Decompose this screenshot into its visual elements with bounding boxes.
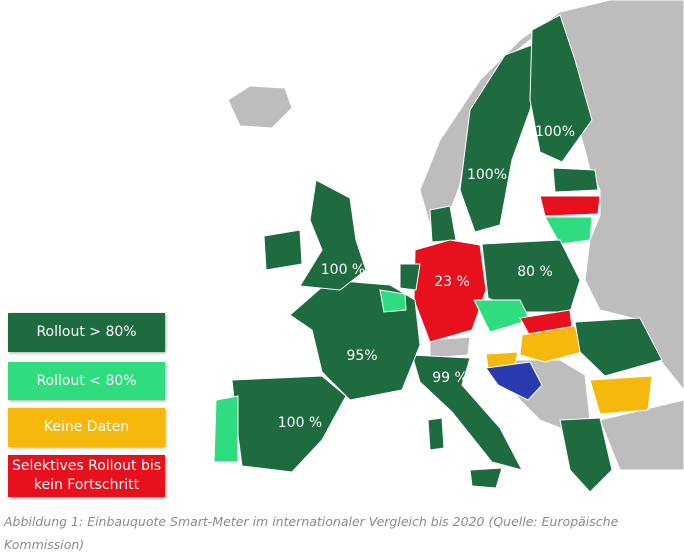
non-eu-land (227, 0, 684, 471)
region-label: 100 % (278, 415, 322, 431)
eu-countries (213, 14, 663, 493)
region-label: 100% (467, 167, 507, 183)
legend-item: Rollout > 80% (8, 313, 165, 352)
region-label: 100% (535, 124, 575, 140)
region-label: 100 % (321, 262, 365, 278)
caption: Abbildung 1: Einbauquote Smart-Meter im … (4, 514, 619, 552)
region-label: 95% (346, 348, 377, 364)
map: 100% 100% 100 % 80 % 23 % 95% 99 % 100 % (213, 0, 684, 493)
legend-item: Keine Daten (8, 408, 165, 447)
legend-item: Rollout < 80% (8, 362, 165, 400)
legend-item: Selektives Rollout bis kein Fortschritt (8, 455, 165, 497)
region-label: 23 % (434, 274, 470, 290)
region-label: 99 % (432, 370, 468, 386)
region-label: 80 % (517, 264, 553, 280)
